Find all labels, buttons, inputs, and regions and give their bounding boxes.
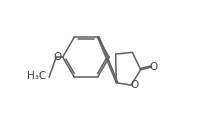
Text: O: O — [149, 62, 157, 72]
Text: H₃C: H₃C — [27, 71, 47, 81]
Text: O: O — [130, 80, 139, 90]
Text: O: O — [53, 52, 62, 62]
